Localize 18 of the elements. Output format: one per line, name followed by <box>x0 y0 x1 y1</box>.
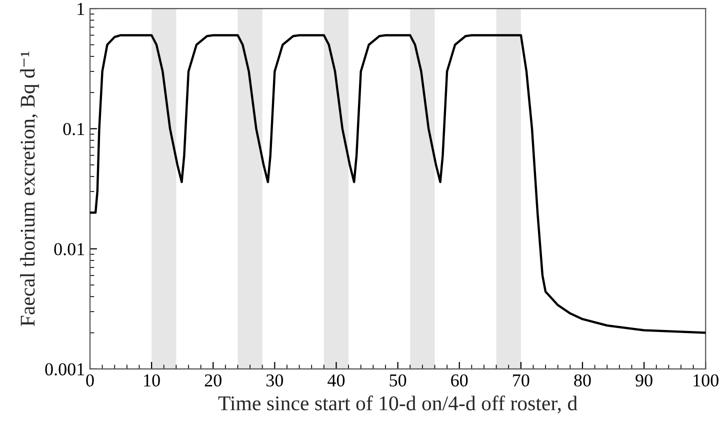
x-tick-label: 0 <box>86 374 94 387</box>
y-tick-label: 0.001 <box>45 363 84 376</box>
y-tick-label: 0.1 <box>63 122 84 136</box>
x-tick-label: 90 <box>636 374 652 387</box>
x-tick-label: 20 <box>204 374 222 387</box>
x-tick-label: 80 <box>574 374 591 387</box>
y-axis-title: Faecal thorium excretion, Bq d⁻¹ <box>20 52 39 326</box>
y-tick-label: 0.01 <box>54 243 84 256</box>
x-tick-label: 50 <box>390 374 406 387</box>
x-tick-label: 30 <box>266 374 284 387</box>
x-tick-label: 60 <box>451 374 468 387</box>
line-series <box>90 34 706 334</box>
x-tick-label: 10 <box>144 374 160 387</box>
x-tick-label: 40 <box>328 374 345 387</box>
x-axis-title: Time since start of 10-d on/4-d off roster, d <box>218 396 578 414</box>
x-tick-label: 100 <box>694 374 718 387</box>
y-tick-label: 1 <box>78 2 84 15</box>
x-tick-label: 70 <box>513 374 530 387</box>
